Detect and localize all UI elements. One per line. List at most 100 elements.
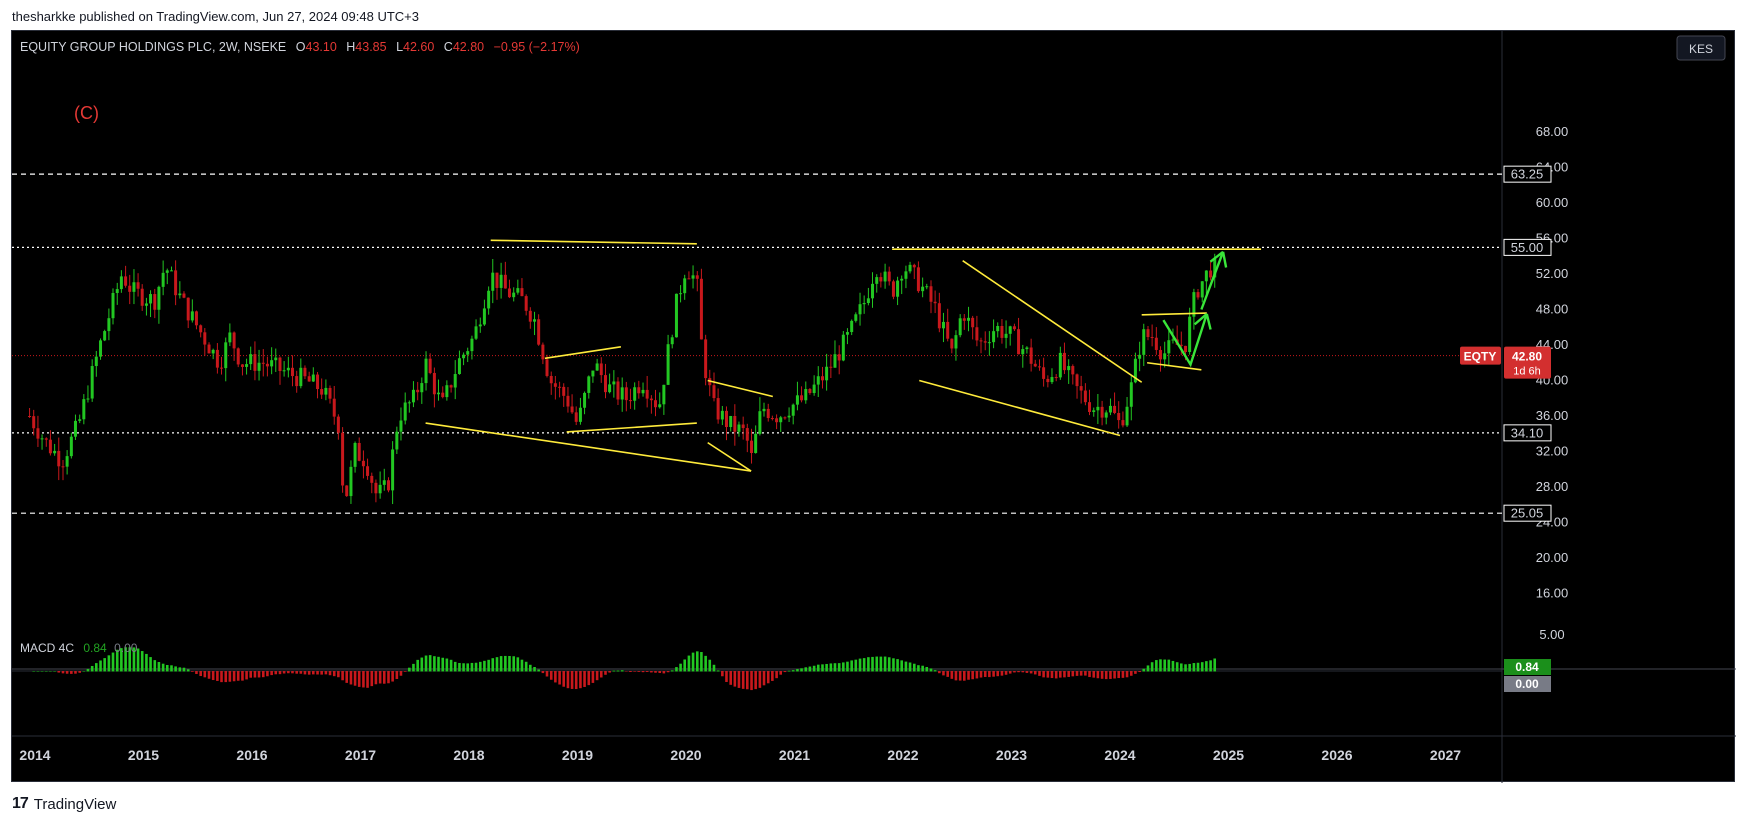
candle-body [512, 292, 516, 298]
time-axis[interactable]: 2014 2015 2016 2017 2018 2019 2020 2021 2022 2023… [19, 747, 1461, 763]
x-tick-label: 2018 [453, 747, 484, 763]
candle-body [1171, 339, 1175, 341]
candle-body [345, 485, 349, 497]
macd-bar [165, 664, 169, 672]
macd-bar [449, 659, 453, 672]
candle-body [566, 395, 570, 407]
macd-bar [1063, 671, 1066, 678]
macd-bar [654, 671, 657, 673]
macd-bar [933, 670, 937, 672]
macd-bar [499, 656, 503, 672]
macd-bar [545, 671, 549, 677]
macd-bar [295, 671, 299, 674]
candle-body [616, 381, 620, 400]
trendline[interactable] [425, 422, 752, 472]
candle-body [1204, 270, 1208, 282]
candle-body [929, 286, 933, 302]
macd-bar [1084, 671, 1087, 676]
candle-body [1133, 358, 1137, 383]
candle-body [44, 438, 48, 440]
macd-bar [1042, 671, 1045, 678]
candle-body [992, 331, 996, 343]
trendline[interactable] [566, 422, 697, 433]
macd-bar [53, 671, 56, 672]
candle-body [416, 389, 420, 393]
macd-bar [270, 671, 273, 676]
trendline[interactable] [490, 239, 697, 245]
macd-bar [520, 659, 524, 672]
candle-body [637, 387, 641, 394]
candle-body [1029, 347, 1033, 364]
macd-bar [975, 671, 979, 679]
candle-body [1163, 353, 1167, 360]
candle-body [449, 385, 453, 388]
macd-bar [1188, 663, 1191, 672]
candle-body [1075, 374, 1079, 387]
trendline[interactable] [962, 260, 1143, 383]
candle-body [28, 416, 32, 417]
macd-zero-tag-label: 0.00 [1515, 677, 1539, 691]
trendline[interactable] [919, 379, 1121, 437]
trendline[interactable] [544, 345, 622, 360]
price-axis[interactable]: 68.0064.0060.0056.0052.0048.0044.0040.00… [1460, 124, 1568, 692]
candle-body [967, 317, 971, 321]
macd-bar [1008, 671, 1012, 674]
candle-body [307, 376, 311, 382]
trendline[interactable] [1141, 312, 1207, 316]
candle-body [804, 389, 808, 401]
macd-bar [616, 670, 620, 672]
trendline[interactable] [707, 441, 752, 472]
candle-body [441, 392, 445, 398]
level-price-tag [1503, 424, 1552, 442]
candle-body [1046, 378, 1050, 383]
trendline[interactable] [1147, 361, 1202, 371]
candle-body [758, 411, 762, 434]
macd-bar [679, 663, 682, 672]
projection-arrow[interactable] [1200, 251, 1225, 310]
price-chart[interactable]: 68.0064.0060.0056.0052.0048.0044.0040.00… [12, 31, 1736, 783]
macd-bar [278, 671, 282, 675]
macd-bar [879, 656, 883, 672]
macd-bar [800, 668, 803, 672]
macd-bar [595, 671, 599, 681]
y-tick-label: 28.00 [1536, 479, 1569, 494]
candle-body [399, 420, 403, 432]
macd-bar [1205, 661, 1208, 672]
macd-bar [1104, 671, 1108, 680]
arrow-head [1209, 250, 1224, 263]
candle-body [1067, 366, 1071, 371]
macd-bar [604, 671, 607, 675]
macd-bar [912, 663, 916, 672]
macd-bar [332, 671, 336, 677]
candle-body [61, 466, 65, 468]
macd-bar [842, 662, 845, 672]
macd-bar [441, 657, 445, 672]
trendline[interactable] [707, 379, 773, 398]
macd-bar [90, 665, 94, 672]
high-value: 43.85 [355, 40, 386, 54]
horizontal-levels [12, 173, 1502, 514]
candle-body [833, 354, 837, 368]
macd-bar [846, 661, 849, 672]
currency-button[interactable] [1676, 35, 1726, 61]
level-price-label: 55.00 [1511, 240, 1544, 255]
chart-frame[interactable]: 68.00 64.00 60.00 56.00 52.00 48.00 44.00 40.00… [11, 30, 1736, 783]
candle-body [687, 278, 691, 280]
macd-bar [854, 659, 858, 672]
candle-body [562, 386, 566, 396]
candle-body [921, 286, 925, 292]
tradingview-logo[interactable]: 17 TradingView [12, 795, 116, 813]
candle-body [583, 392, 587, 408]
macd-bar [186, 669, 190, 672]
macd-bar [1209, 660, 1212, 672]
projection-arrow[interactable] [1162, 313, 1208, 368]
macd-bar [971, 671, 974, 680]
trendlines [425, 239, 1262, 472]
macd-bar [136, 648, 140, 672]
candle-body [925, 286, 929, 288]
macd-bar [103, 658, 106, 672]
macd-bar [1196, 662, 1200, 672]
macd-bar [775, 671, 778, 679]
macd-bar [954, 671, 958, 681]
macd-zero-tag [1504, 676, 1551, 692]
